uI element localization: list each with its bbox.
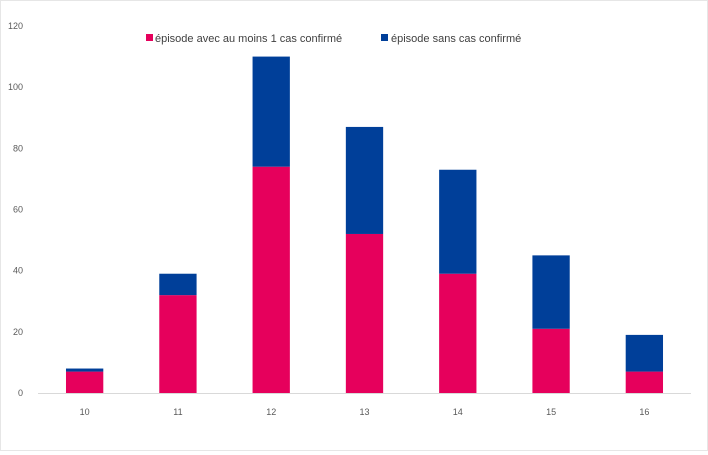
bar-segment-confirmed xyxy=(253,167,290,393)
x-axis: 10 11 12 13 14 15 16 xyxy=(80,407,650,417)
x-tick-label: 11 xyxy=(173,407,182,417)
legend: épisode avec au moins 1 cas confirmé épi… xyxy=(146,33,521,45)
legend-swatch-unconfirmed xyxy=(381,34,388,41)
y-tick-label: 60 xyxy=(13,205,23,215)
bar-segment-confirmed xyxy=(159,295,196,393)
bar-segment-unconfirmed xyxy=(439,170,476,274)
bar-segment-unconfirmed xyxy=(532,255,569,328)
x-tick-label: 10 xyxy=(80,407,90,417)
bars xyxy=(66,57,663,393)
y-tick-label: 100 xyxy=(8,82,23,92)
bar-segment-unconfirmed xyxy=(626,335,663,372)
bar-segment-unconfirmed xyxy=(66,369,103,372)
bar-segment-confirmed xyxy=(532,329,569,393)
bar-segment-unconfirmed xyxy=(346,127,383,234)
y-tick-label: 40 xyxy=(13,266,23,276)
legend-label-unconfirmed: épisode sans cas confirmé xyxy=(391,33,521,45)
bar-segment-unconfirmed xyxy=(253,57,290,167)
legend-label-confirmed: épisode avec au moins 1 cas confirmé xyxy=(155,33,342,45)
x-tick-label: 16 xyxy=(639,407,649,417)
x-tick-label: 13 xyxy=(359,407,369,417)
bar-segment-confirmed xyxy=(626,372,663,393)
legend-swatch-confirmed xyxy=(146,34,153,41)
x-tick-label: 15 xyxy=(546,407,556,417)
x-tick-label: 12 xyxy=(266,407,276,417)
bar-segment-unconfirmed xyxy=(159,274,196,295)
bar-segment-confirmed xyxy=(439,274,476,393)
y-tick-label: 20 xyxy=(13,327,23,337)
y-tick-label: 80 xyxy=(13,143,23,153)
x-tick-label: 14 xyxy=(453,407,463,417)
y-tick-label: 0 xyxy=(18,388,23,398)
y-axis: 0 20 40 60 80 100 120 xyxy=(8,21,23,398)
y-tick-label: 120 xyxy=(8,21,23,31)
bar-segment-confirmed xyxy=(346,234,383,393)
bar-segment-confirmed xyxy=(66,372,103,393)
